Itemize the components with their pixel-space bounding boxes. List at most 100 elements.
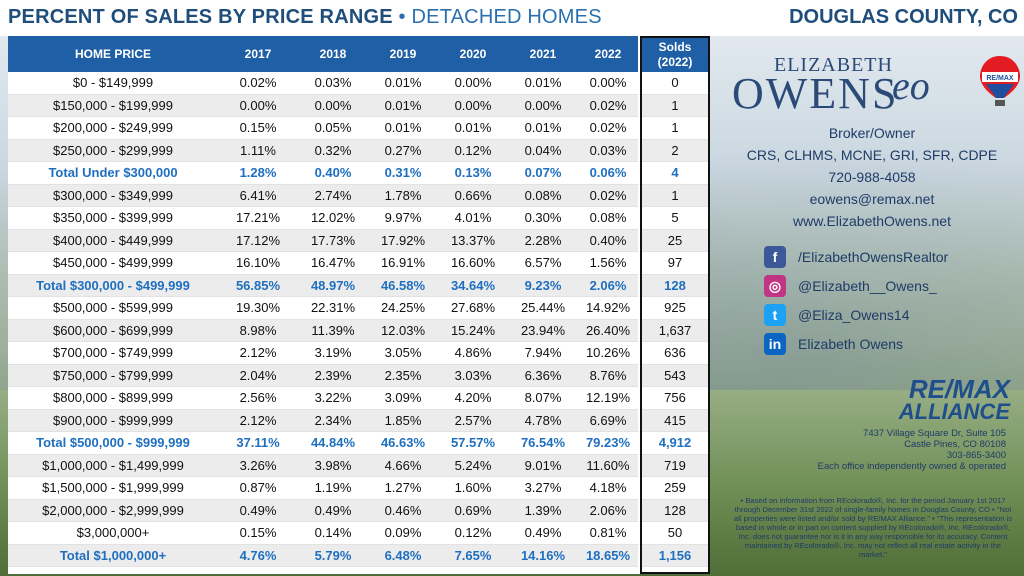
social-label: @Elizabeth__Owens_ bbox=[798, 278, 937, 294]
table-row: $900,000 - $999,999 2.12% 2.34% 1.85% 2.57% 4… bbox=[8, 409, 638, 432]
percent-cell: 16.47% bbox=[310, 255, 356, 270]
table-row: $700,000 - $749,999 2.12% 3.19% 3.05% 4.86% 7… bbox=[8, 342, 638, 365]
percent-cell: 2.04% bbox=[239, 367, 277, 383]
contact-info: Broker/Owner CRS, CLHMS, MCNE, GRI, SFR,… bbox=[720, 122, 1024, 232]
percent-cell: 0.87% bbox=[239, 480, 277, 495]
title-main: PERCENT OF SALES BY PRICE RANGE bbox=[8, 6, 393, 28]
percent-cell: 2.12% bbox=[239, 345, 277, 360]
percent-cell: 1.60% bbox=[454, 480, 492, 495]
percent-cell: 0.05% bbox=[314, 120, 352, 135]
percent-cell: 0.30% bbox=[524, 210, 562, 225]
percent-cell: 0.31% bbox=[384, 165, 422, 180]
percent-cell: 3.05% bbox=[384, 345, 422, 360]
instagram-icon: ◎ bbox=[764, 275, 786, 297]
percent-cell: 46.63% bbox=[380, 435, 426, 450]
percent-cell: 2.57% bbox=[454, 412, 492, 428]
percent-cell: 12.19% bbox=[585, 390, 631, 405]
table-row: $1,000,000 - $1,499,999 3.26% 3.98% 4.66% 5.… bbox=[8, 454, 638, 477]
percent-cell: 4.66% bbox=[384, 457, 422, 473]
solds-body: 0 1 1 2 4 1 5 25 97 128 925 1,637 636 543 756 415 4,912 7… bbox=[642, 72, 708, 567]
price-range-label: $1,500,000 - $1,999,999 bbox=[42, 480, 184, 495]
percent-cell: 22.31% bbox=[310, 300, 356, 315]
percent-cell: 9.97% bbox=[384, 210, 422, 225]
solds-cell: 1 bbox=[642, 117, 708, 140]
table-row: $2,000,000 - $2,999,999 0.49% 0.49% 0.46% 0.… bbox=[8, 499, 638, 522]
table-row: $450,000 - $499,999 16.10% 16.47% 16.91% 16.… bbox=[8, 252, 638, 275]
table-total-row: Total $300,000 - $499,999 56.85% 48.97% 46.… bbox=[8, 274, 638, 297]
percent-cell: 10.26% bbox=[585, 345, 631, 360]
percent-cell: 0.08% bbox=[589, 210, 627, 225]
agent-panel: ELIZABETH OWENS eo RE/MAX Broker/Owner C… bbox=[720, 36, 1024, 576]
percent-cell: 0.04% bbox=[524, 142, 562, 158]
percent-cell: 6.36% bbox=[524, 367, 562, 383]
price-range-label: $3,000,000+ bbox=[76, 525, 150, 540]
solds-column: Solds (2022) 0 1 1 2 4 1 5 25 97 128 925 1,637 636 54… bbox=[640, 36, 710, 574]
percent-cell: 14.16% bbox=[520, 547, 566, 563]
percent-cell: 0.81% bbox=[589, 525, 627, 540]
twitter-icon: t bbox=[764, 304, 786, 326]
percent-cell: 9.23% bbox=[524, 277, 562, 293]
percent-cell: 8.07% bbox=[524, 390, 562, 405]
percent-cell: 0.00% bbox=[454, 97, 492, 113]
solds-cell: 1,637 bbox=[642, 319, 708, 342]
percent-cell: 2.56% bbox=[239, 390, 277, 405]
social-link[interactable]: f/ElizabethOwensRealtor bbox=[764, 244, 1024, 273]
solds-cell: 756 bbox=[642, 387, 708, 410]
social-link[interactable]: in Elizabeth Owens bbox=[764, 331, 1024, 360]
social-links: f/ElizabethOwensRealtor ◎ @Elizabeth__Owen… bbox=[764, 244, 1024, 360]
social-link[interactable]: ◎ @Elizabeth__Owens_ bbox=[764, 273, 1024, 302]
column-header: HOME PRICE bbox=[74, 47, 151, 61]
solds-cell: 128 bbox=[642, 499, 708, 522]
percent-cell: 3.26% bbox=[239, 457, 277, 473]
percent-cell: 0.46% bbox=[384, 502, 422, 518]
percent-cell: 7.94% bbox=[524, 345, 562, 360]
table-body: $0 - $149,999 0.02% 0.03% 0.01% 0.00% 0.01% 0.… bbox=[8, 72, 638, 567]
percent-cell: 17.73% bbox=[310, 232, 356, 248]
solds-cell: 4 bbox=[642, 162, 708, 185]
percent-cell: 18.65% bbox=[585, 547, 631, 563]
percent-cell: 0.03% bbox=[589, 142, 627, 158]
solds-cell: 543 bbox=[642, 364, 708, 387]
table-header-row: HOME PRICE 2017 2018 2019 2020 2021 2022 bbox=[8, 36, 638, 72]
address-line1: 7437 Village Square Dr, Suite 105 bbox=[863, 428, 1006, 439]
percent-cell: 17.92% bbox=[380, 232, 426, 248]
social-link[interactable]: t @Eliza_Owens14 bbox=[764, 302, 1024, 331]
percent-cell: 0.09% bbox=[384, 525, 422, 540]
solds-cell: 128 bbox=[642, 274, 708, 297]
percent-cell: 0.32% bbox=[314, 142, 352, 158]
percent-cell: 1.28% bbox=[239, 165, 277, 180]
solds-cell: 259 bbox=[642, 477, 708, 500]
price-range-label: $200,000 - $249,999 bbox=[53, 120, 173, 135]
percent-cell: 0.15% bbox=[239, 525, 277, 540]
solds-cell: 415 bbox=[642, 409, 708, 432]
percent-cell: 6.57% bbox=[524, 255, 562, 270]
solds-cell: 1 bbox=[642, 184, 708, 207]
agent-phone[interactable]: 720-988-4058 bbox=[828, 169, 916, 185]
percent-cell: 7.65% bbox=[454, 547, 492, 563]
table-row: $500,000 - $599,999 19.30% 22.31% 24.25% 27.… bbox=[8, 297, 638, 320]
logo-first-name: ELIZABETH bbox=[774, 54, 893, 76]
column-header: 2022 bbox=[594, 47, 622, 61]
price-range-label: $2,000,000 - $2,999,999 bbox=[42, 502, 184, 518]
agent-logo: ELIZABETH OWENS eo RE/MAX bbox=[732, 46, 1022, 118]
price-range-label: $900,000 - $999,999 bbox=[53, 412, 173, 428]
percent-cell: 4.78% bbox=[524, 412, 562, 428]
agent-email[interactable]: eowens@remax.net bbox=[809, 191, 935, 207]
percent-cell: 0.02% bbox=[589, 187, 627, 203]
office-note: Each office independently owned & operat… bbox=[817, 461, 1006, 472]
percent-cell: 3.19% bbox=[314, 345, 352, 360]
social-label: Elizabeth Owens bbox=[798, 336, 904, 352]
agent-website[interactable]: www.ElizabethOwens.net bbox=[793, 213, 951, 229]
percent-cell: 1.39% bbox=[524, 502, 562, 518]
percent-cell: 46.58% bbox=[380, 277, 426, 293]
column-header: 2018 bbox=[319, 47, 347, 61]
percent-cell: 26.40% bbox=[585, 322, 631, 338]
percent-cell: 0.01% bbox=[454, 120, 492, 135]
price-range-label: $150,000 - $199,999 bbox=[53, 97, 173, 113]
percent-cell: 0.40% bbox=[589, 232, 627, 248]
brand-line1: RE/MAX bbox=[908, 374, 1010, 404]
percent-cell: 0.66% bbox=[454, 187, 492, 203]
percent-cell: 8.98% bbox=[239, 322, 277, 338]
percent-cell: 0.15% bbox=[239, 120, 277, 135]
percent-cell: 0.02% bbox=[239, 75, 277, 90]
